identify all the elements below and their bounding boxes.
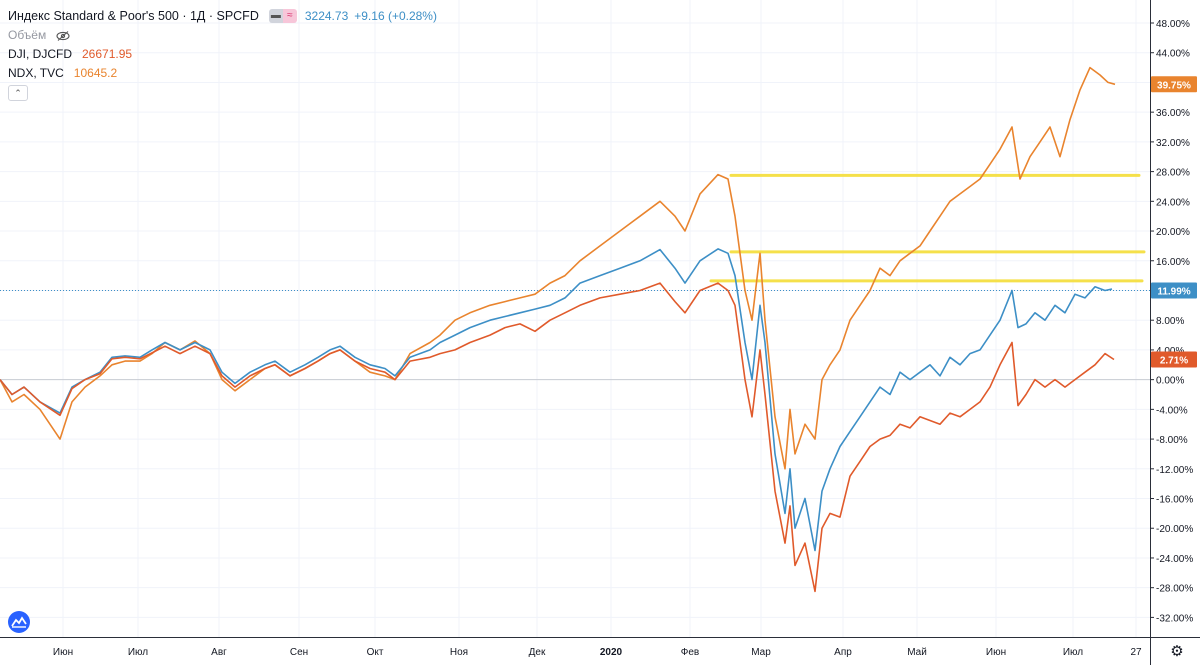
time-axis-label[interactable]: Сен <box>290 647 308 658</box>
time-axis-label[interactable]: Дек <box>529 647 546 658</box>
legend: Индекс Standard & Poor's 500 · 1Д · SPCF… <box>8 6 437 101</box>
tradingview-logo-icon[interactable] <box>8 611 30 633</box>
time-axis-label[interactable]: Окт <box>367 647 384 658</box>
dji-series-line[interactable] <box>0 282 1115 593</box>
dji-value: 26671.95 <box>82 46 133 61</box>
price-axis-label[interactable]: 0.00% <box>1156 376 1184 387</box>
time-axis-label[interactable]: Май <box>907 647 927 658</box>
legend-main-row: Индекс Standard & Poor's 500 · 1Д · SPCF… <box>8 6 437 25</box>
dji-last-value-badge-text: 2.71% <box>1160 356 1188 367</box>
time-axis-label[interactable]: Фев <box>681 647 699 658</box>
wave-icon[interactable]: ≈ <box>282 8 297 23</box>
price-axis-label[interactable]: 16.00% <box>1156 257 1190 268</box>
price-axis-label[interactable]: -4.00% <box>1156 405 1188 416</box>
volume-label[interactable]: Объём <box>8 27 47 42</box>
price-axis-label[interactable]: -24.00% <box>1156 554 1193 565</box>
time-axis-label[interactable]: Июл <box>128 647 148 658</box>
ndx-label[interactable]: NDX, TVC <box>8 65 64 80</box>
price-axis-label[interactable]: -20.00% <box>1156 524 1193 535</box>
ndx-last-value-badge-text: 39.75% <box>1157 80 1191 91</box>
link-icon[interactable]: ▬ <box>268 8 283 23</box>
price-axis-label[interactable]: 48.00% <box>1156 19 1190 30</box>
price-axis-label[interactable]: 20.00% <box>1156 227 1190 238</box>
price-axis-label[interactable]: 28.00% <box>1156 168 1190 179</box>
dji-last-value-badge[interactable] <box>1151 351 1197 368</box>
legend-ndx-row: NDX, TVC 10645.2 <box>8 63 437 82</box>
price-axis-label[interactable]: 36.00% <box>1156 108 1190 119</box>
time-axis-label[interactable]: 27 <box>1130 647 1142 658</box>
spx-last-value-badge-text: 11.99% <box>1157 287 1190 298</box>
dji-label[interactable]: DJI, DJCFD <box>8 46 72 61</box>
time-axis-label[interactable]: Ноя <box>450 647 468 658</box>
time-axis-label[interactable]: Мар <box>751 647 771 658</box>
time-axis-label[interactable]: Июн <box>986 647 1006 658</box>
main-price: 3224.73 <box>304 8 349 23</box>
main-change: +9.16 (+0.28%) <box>354 8 437 23</box>
price-axis-label[interactable]: 32.00% <box>1156 138 1190 149</box>
spx-last-value-badge[interactable] <box>1151 282 1197 299</box>
spx-series-line[interactable] <box>0 248 1113 552</box>
price-axis-label[interactable]: -12.00% <box>1156 465 1193 476</box>
price-axis-label[interactable]: -32.00% <box>1156 613 1193 624</box>
price-axis-label[interactable]: -8.00% <box>1156 435 1188 446</box>
price-axis-label[interactable]: 8.00% <box>1156 316 1184 327</box>
price-axis-label[interactable]: 44.00% <box>1156 49 1190 60</box>
eye-off-icon[interactable] <box>56 30 70 41</box>
legend-dji-row: DJI, DJCFD 26671.95 <box>8 44 437 63</box>
time-axis-label[interactable]: Апр <box>834 647 852 658</box>
ndx-last-value-badge[interactable] <box>1151 76 1197 93</box>
ndx-value: 10645.2 <box>73 65 118 80</box>
time-axis-label[interactable]: Авг <box>211 647 227 658</box>
legend-volume-row: Объём <box>8 25 437 44</box>
time-axis-label[interactable]: Июн <box>53 647 73 658</box>
price-axis-label[interactable]: 24.00% <box>1156 197 1190 208</box>
price-axis-label[interactable]: 4.00% <box>1156 346 1184 357</box>
price-axis-label[interactable]: -16.00% <box>1156 495 1193 506</box>
main-series-title[interactable]: Индекс Standard & Poor's 500 · 1Д · SPCF… <box>8 8 259 23</box>
price-axis-label[interactable]: -28.00% <box>1156 584 1193 595</box>
compare-toggle[interactable]: ▬ ≈ <box>268 8 297 23</box>
time-axis-label[interactable]: Июл <box>1063 647 1083 658</box>
gear-icon[interactable]: ⚙ <box>1170 643 1184 660</box>
time-axis-label[interactable]: 2020 <box>600 647 623 658</box>
collapse-legend-button[interactable]: ⌃ <box>8 85 28 101</box>
chevron-up-icon: ⌃ <box>14 87 22 98</box>
